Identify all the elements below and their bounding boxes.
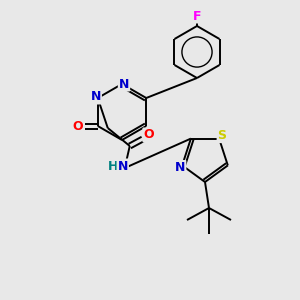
Text: N: N — [119, 77, 129, 91]
Text: O: O — [143, 128, 154, 142]
Text: N: N — [91, 91, 101, 103]
Text: O: O — [72, 119, 83, 133]
Text: N: N — [175, 161, 185, 174]
Text: N: N — [118, 160, 128, 172]
Text: F: F — [193, 10, 201, 22]
Text: S: S — [218, 129, 226, 142]
Text: H: H — [108, 160, 118, 172]
